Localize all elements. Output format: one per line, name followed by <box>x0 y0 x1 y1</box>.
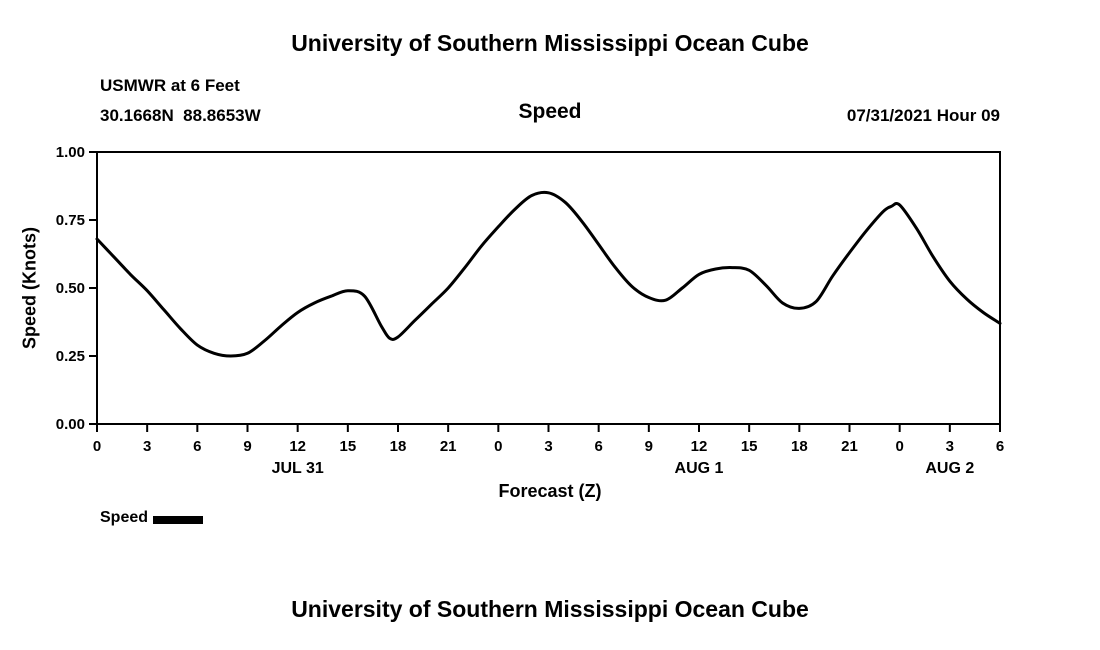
station-coordinates: 30.1668N 88.8653W <box>100 106 261 125</box>
x-tick-label: 0 <box>895 438 903 455</box>
page-title-top: University of Southern Mississippi Ocean… <box>291 30 809 56</box>
y-tick-label: 1.00 <box>56 144 85 161</box>
x-tick-label: 12 <box>289 438 306 455</box>
y-axis-title: Speed (Knots) <box>19 226 40 350</box>
legend: Speed <box>100 509 204 527</box>
legend-line-swatch <box>153 515 204 524</box>
legend-label: Speed <box>100 509 149 526</box>
x-tick-label: 21 <box>440 438 457 455</box>
y-tick-label: 0.75 <box>56 212 85 229</box>
x-day-label: AUG 2 <box>925 460 974 477</box>
x-axis-title: Forecast (Z) <box>498 481 602 501</box>
x-day-label: AUG 1 <box>675 460 724 477</box>
station-name: USMWR at 6 Feet <box>100 76 240 95</box>
x-tick-label: 3 <box>544 438 552 455</box>
chart-title: Speed <box>518 100 582 123</box>
y-tick-label: 0.00 <box>56 416 85 433</box>
x-tick-label: 12 <box>691 438 708 455</box>
series-line-speed <box>95 190 1002 358</box>
x-tick-label: 0 <box>494 438 502 455</box>
x-tick-label: 3 <box>143 438 151 455</box>
x-tick-label: 0 <box>93 438 101 455</box>
forecast-datetime: 07/31/2021 Hour 09 <box>846 106 1000 125</box>
x-tick-label: 15 <box>339 438 356 455</box>
x-tick-label: 6 <box>996 438 1004 455</box>
x-tick-label: 6 <box>193 438 201 455</box>
x-tick-label: 3 <box>946 438 954 455</box>
x-tick-label: 9 <box>243 438 251 455</box>
y-tick-label: 0.25 <box>56 348 85 365</box>
x-tick-label: 18 <box>791 438 808 455</box>
x-tick-label: 9 <box>645 438 653 455</box>
x-tick-label: 15 <box>741 438 758 455</box>
x-tick-label: 6 <box>594 438 602 455</box>
x-day-label: JUL 31 <box>272 460 324 477</box>
page-title-bottom: University of Southern Mississippi Ocean… <box>291 596 809 622</box>
x-tick-label: 18 <box>390 438 407 455</box>
y-tick-label: 0.50 <box>56 280 85 297</box>
x-tick-label: 21 <box>841 438 858 455</box>
